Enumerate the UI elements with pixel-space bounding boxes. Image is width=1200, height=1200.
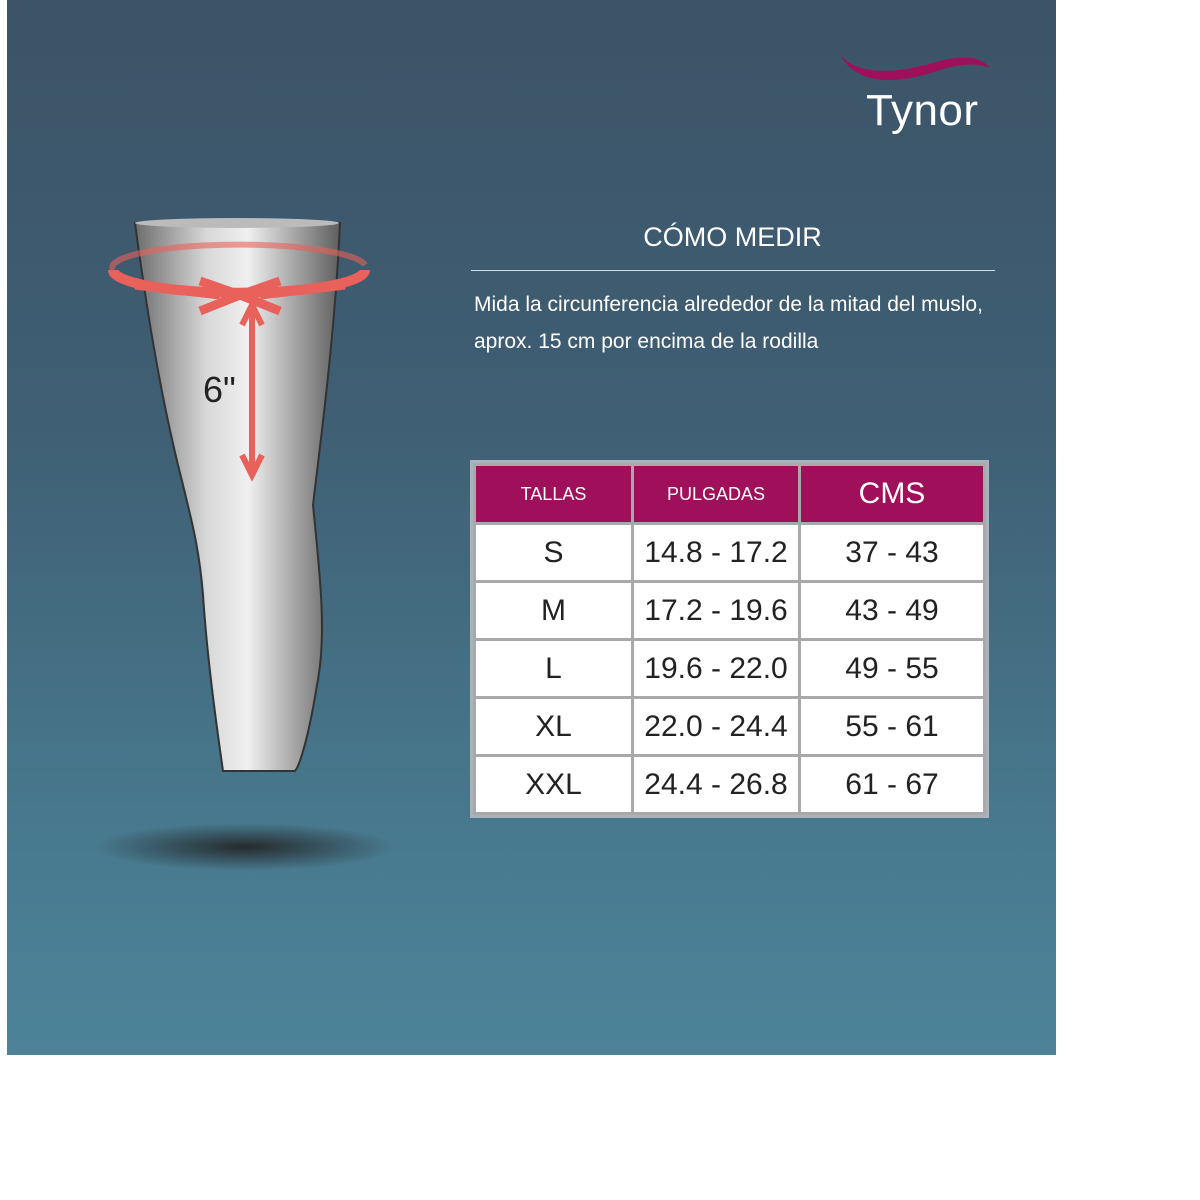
header-tallas: TALLAS [473,463,634,525]
leg-illustration: 6" [95,218,395,871]
inches-cell: 24.4 - 26.8 [631,754,801,815]
cms-cell: 37 - 43 [798,522,986,583]
how-to-measure-description: Mida la circunferencia alrededor de la m… [474,293,983,353]
cms-cell: 55 - 61 [798,696,986,757]
inches-cell: 17.2 - 19.6 [631,580,801,641]
inches-cell: 19.6 - 22.0 [631,638,801,699]
distance-label: 6" [203,369,236,410]
brand-logo-swoosh [840,54,990,81]
how-to-measure-title: CÓMO MEDIR [643,222,822,252]
cms-cell: 49 - 55 [798,638,986,699]
cms-cell: 43 - 49 [798,580,986,641]
size-cell: M [473,580,634,641]
size-cell: L [473,638,634,699]
size-cell: S [473,522,634,583]
inches-cell: 14.8 - 17.2 [631,522,801,583]
header-pulgadas: PULGADAS [631,463,801,525]
table-row: M 17.2 - 19.6 43 - 49 [473,580,986,641]
divider [471,270,995,271]
header-cms: CMS [798,463,986,525]
table-row: XXL 24.4 - 26.8 61 - 67 [473,754,986,815]
inches-cell: 22.0 - 24.4 [631,696,801,757]
table-header-row: TALLAS PULGADAS CMS [473,463,986,525]
size-cell: XL [473,696,634,757]
table-row: S 14.8 - 17.2 37 - 43 [473,522,986,583]
size-table: TALLAS PULGADAS CMS S 14.8 - 17.2 37 - 43 … [470,460,989,818]
brand-logo: Tynor [866,86,979,135]
size-cell: XXL [473,754,634,815]
table-row: XL 22.0 - 24.4 55 - 61 [473,696,986,757]
cms-cell: 61 - 67 [798,754,986,815]
table-row: L 19.6 - 22.0 49 - 55 [473,638,986,699]
